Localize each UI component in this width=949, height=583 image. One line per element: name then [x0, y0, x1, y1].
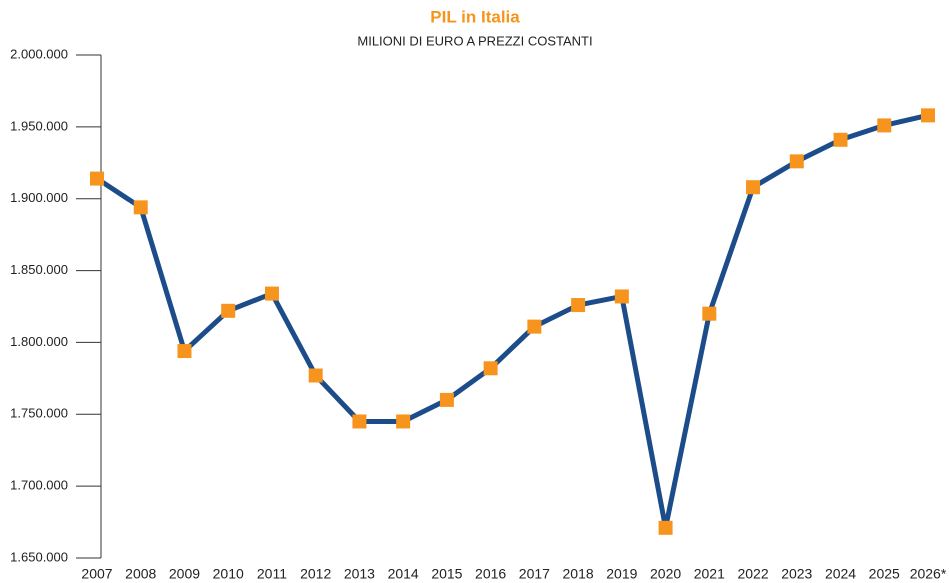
marker [133, 200, 148, 215]
marker [833, 132, 848, 147]
y-tick-label: 1.850.000 [10, 262, 68, 277]
marker [177, 344, 192, 359]
marker [789, 154, 804, 169]
y-tick-label: 1.950.000 [10, 118, 68, 133]
x-tick-label: 2013 [344, 566, 375, 582]
x-tick-label: 2026* [910, 566, 947, 582]
marker [264, 286, 279, 301]
x-tick-label: 2008 [125, 566, 156, 582]
x-tick-label: 2011 [257, 566, 287, 582]
marker [702, 306, 717, 321]
x-tick-label: 2021 [694, 566, 725, 582]
marker [352, 414, 367, 429]
marker [308, 368, 323, 383]
x-tick-label: 2017 [519, 566, 550, 582]
x-tick-label: 2024 [825, 566, 856, 582]
x-tick-label: 2010 [213, 566, 244, 582]
marker [90, 171, 104, 186]
x-tick-label: 2012 [300, 566, 331, 582]
x-tick-label: 2007 [81, 566, 112, 582]
marker [614, 289, 629, 304]
marker [658, 520, 673, 535]
marker [877, 118, 892, 133]
line [95, 112, 929, 531]
x-tick-label: 2020 [650, 566, 681, 582]
x-tick-label: 2022 [737, 566, 768, 582]
marker [746, 180, 761, 195]
x-tick-label: 2014 [388, 566, 419, 582]
marker [527, 319, 542, 334]
chart-subtitle: MILIONI DI EURO A PREZZI COSTANTI [357, 33, 592, 48]
marker [571, 298, 586, 313]
x-tick-label: 2025 [869, 566, 900, 582]
x-tick-label: 2019 [606, 566, 637, 582]
marker [221, 303, 236, 318]
marker [396, 414, 411, 429]
marker [483, 361, 498, 376]
x-tick-label: 2016 [475, 566, 506, 582]
x-tick-label: 2023 [781, 566, 812, 582]
y-tick-label: 1.650.000 [10, 549, 68, 564]
y-tick-label: 1.750.000 [10, 406, 68, 421]
chart-title: PIL in Italia [430, 7, 520, 26]
y-tick-label: 1.900.000 [10, 190, 68, 205]
y-tick-label: 2.000.000 [10, 46, 68, 61]
y-tick-label: 1.800.000 [10, 334, 68, 349]
x-tick-label: 2018 [563, 566, 594, 582]
marker [439, 392, 454, 407]
x-tick-label: 2009 [169, 566, 200, 582]
y-tick-label: 1.700.000 [10, 478, 68, 493]
marker [921, 108, 935, 123]
x-tick-label: 2015 [431, 566, 462, 582]
